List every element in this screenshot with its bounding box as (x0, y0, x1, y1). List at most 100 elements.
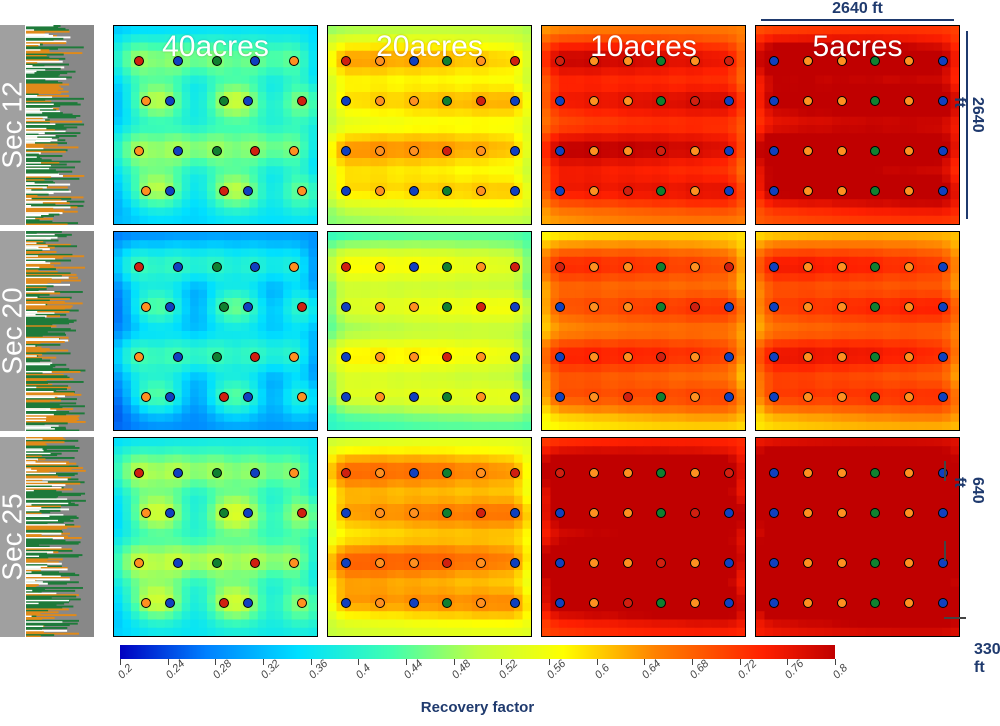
well-marker (803, 468, 813, 478)
well-marker (724, 392, 734, 402)
well-marker (289, 262, 299, 272)
well-marker (341, 508, 351, 518)
well-marker (656, 96, 666, 106)
well-marker (250, 558, 260, 568)
well-marker (375, 186, 385, 196)
well-marker (212, 56, 222, 66)
well-marker (297, 392, 307, 402)
colorbar-title: Recovery factor (120, 699, 835, 716)
well-marker (769, 352, 779, 362)
well-marker (409, 146, 419, 156)
well-marker (690, 392, 700, 402)
well-marker (141, 186, 151, 196)
well-marker (589, 598, 599, 608)
well-marker (690, 302, 700, 312)
dimension-arrow (761, 19, 954, 21)
well-marker (589, 186, 599, 196)
well-marker (938, 598, 948, 608)
well-marker (212, 352, 222, 362)
well-marker (656, 186, 666, 196)
well-marker (656, 598, 666, 608)
well-marker (803, 56, 813, 66)
well-marker (656, 392, 666, 402)
well-marker (442, 598, 452, 608)
well-marker (375, 468, 385, 478)
well-marker (870, 96, 880, 106)
heatmap-panel (327, 437, 532, 637)
well-marker (837, 392, 847, 402)
well-marker (769, 262, 779, 272)
well-marker (165, 302, 175, 312)
well-marker (243, 508, 253, 518)
stratigraphy-strip (26, 231, 94, 431)
well-marker (510, 146, 520, 156)
well-marker (623, 598, 633, 608)
well-marker (141, 96, 151, 106)
well-marker (656, 146, 666, 156)
heatmap-panel (755, 231, 960, 431)
well-marker (134, 262, 144, 272)
well-marker (870, 598, 880, 608)
well-marker (623, 352, 633, 362)
well-marker (724, 558, 734, 568)
well-marker (442, 186, 452, 196)
well-marker (555, 56, 565, 66)
well-marker (212, 468, 222, 478)
colorbar: 0.20.240.280.320.360.40.440.480.520.560.… (120, 645, 835, 705)
well-marker (476, 468, 486, 478)
well-marker (219, 96, 229, 106)
well-marker (803, 146, 813, 156)
well-marker (555, 186, 565, 196)
well-marker (724, 508, 734, 518)
well-marker (690, 508, 700, 518)
well-marker (341, 392, 351, 402)
well-marker (837, 508, 847, 518)
well-marker (803, 186, 813, 196)
well-marker (510, 558, 520, 568)
well-marker (476, 186, 486, 196)
colorbar-tick-label: 0.8 (831, 662, 850, 681)
well-marker (803, 558, 813, 568)
well-marker (938, 96, 948, 106)
well-marker (341, 56, 351, 66)
dimension-label-top: 2640 ft (755, 0, 960, 18)
well-marker (870, 352, 880, 362)
well-marker (341, 186, 351, 196)
well-marker (341, 468, 351, 478)
well-marker (409, 392, 419, 402)
well-marker (442, 392, 452, 402)
well-marker (442, 262, 452, 272)
well-marker (219, 302, 229, 312)
well-marker (589, 302, 599, 312)
well-marker (173, 558, 183, 568)
well-marker (297, 186, 307, 196)
well-marker (510, 302, 520, 312)
well-marker (555, 468, 565, 478)
well-marker (938, 146, 948, 156)
well-marker (690, 262, 700, 272)
well-marker (623, 186, 633, 196)
well-marker (769, 56, 779, 66)
well-marker (769, 186, 779, 196)
well-marker (375, 302, 385, 312)
well-marker (476, 96, 486, 106)
well-marker (250, 56, 260, 66)
well-marker (409, 96, 419, 106)
well-marker (837, 468, 847, 478)
well-marker (297, 598, 307, 608)
heatmap-panel (113, 231, 318, 431)
well-marker (476, 262, 486, 272)
well-marker (870, 392, 880, 402)
well-marker (904, 56, 914, 66)
well-marker (803, 96, 813, 106)
well-marker (555, 96, 565, 106)
well-marker (476, 558, 486, 568)
well-marker (690, 598, 700, 608)
well-marker (803, 302, 813, 312)
well-marker (690, 468, 700, 478)
well-marker (173, 146, 183, 156)
well-marker (442, 96, 452, 106)
well-marker (476, 146, 486, 156)
well-marker (409, 508, 419, 518)
stratigraphy-strip (26, 437, 94, 637)
